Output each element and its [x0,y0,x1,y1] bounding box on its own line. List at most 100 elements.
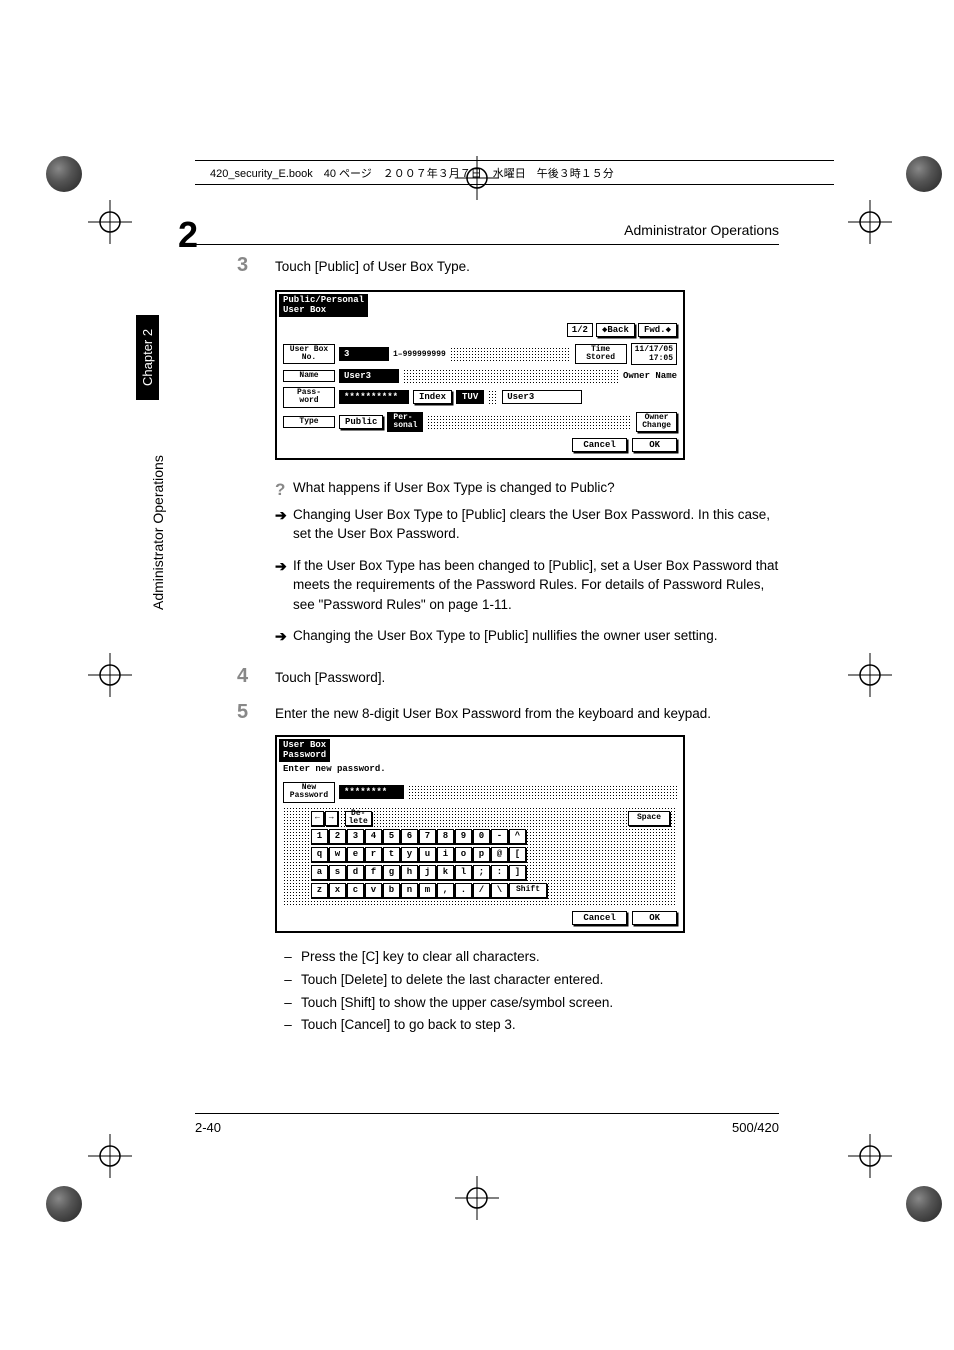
keyboard-key[interactable]: b [383,883,400,898]
password-value: ********** [339,390,409,404]
ok-button[interactable]: OK [632,911,677,925]
keyboard-key[interactable]: 4 [365,829,382,844]
keyboard-key[interactable]: i [437,847,454,862]
dotfill [427,415,632,429]
userbox-no-value: 3 [339,347,389,361]
keyboard-key[interactable]: 3 [347,829,364,844]
keyboard-key[interactable]: t [383,847,400,862]
keyboard-key[interactable]: q [311,847,328,862]
userbox-no-label: User Box No. [283,344,335,365]
cancel-button[interactable]: Cancel [572,911,626,925]
registration-mark [88,1134,132,1178]
keyboard-key[interactable]: p [473,847,490,862]
shift-key[interactable]: Shift [509,883,547,898]
registration-mark [88,200,132,244]
header-rule-bottom [195,184,834,185]
keyboard-key[interactable]: e [347,847,364,862]
new-password-value: ******** [339,785,404,799]
back-button[interactable]: ◆Back [596,323,635,337]
keyboard-key[interactable]: d [347,865,364,880]
page-indicator: 1/2 [567,323,593,337]
bullet-text: Changing the User Box Type to [Public] n… [293,626,779,646]
keyboard-key[interactable]: a [311,865,328,880]
keyboard-key[interactable]: n [401,883,418,898]
keyboard-key[interactable]: l [455,865,472,880]
chapter-tab: Chapter 2 [136,315,159,400]
keyboard-key[interactable]: , [437,883,454,898]
keyboard-row-z: zxcvbnm,./\Shift [289,883,671,898]
type-personal-button[interactable]: Per- sonal [387,412,423,432]
keyboard-key[interactable]: j [419,865,436,880]
keyboard-key[interactable]: h [401,865,418,880]
fwd-button[interactable]: Fwd.◆ [638,323,677,337]
screen-title: User BoxPassword [279,739,330,762]
dotfill [408,785,677,799]
keyboard-key[interactable]: 0 [473,829,490,844]
keyboard-key[interactable]: o [455,847,472,862]
delete-key[interactable]: De- lete [345,811,372,826]
keyboard-key[interactable]: @ [491,847,508,862]
arrow-right-key[interactable]: → [325,811,338,826]
keyboard-key[interactable]: 6 [401,829,418,844]
arrow-icon: ➔ [275,626,293,646]
keyboard-key[interactable]: : [491,865,508,880]
keyboard-key[interactable]: z [311,883,328,898]
owner-change-button[interactable]: Owner Change [636,412,677,432]
registration-mark [455,1176,499,1220]
type-public-button[interactable]: Public [339,415,383,429]
keyboard-key[interactable]: . [455,883,472,898]
keyboard-key[interactable]: k [437,865,454,880]
registration-mark [848,200,892,244]
owner-name-value: User3 [502,390,582,404]
keyboard-key[interactable]: 5 [383,829,400,844]
keyboard-key[interactable]: y [401,847,418,862]
arrow-left-key[interactable]: ← [311,811,324,826]
keyboard-key[interactable]: 8 [437,829,454,844]
dotfill [403,369,619,383]
footer-model: 500/420 [732,1120,779,1135]
note-text: Press the [C] key to clear all character… [301,947,779,968]
keyboard-key[interactable]: s [329,865,346,880]
answer-text: Changing User Box Type to [Public] clear… [293,505,779,544]
keyboard-key[interactable]: 9 [455,829,472,844]
dotfill [488,390,498,404]
index-value: TUV [456,390,484,404]
keyboard-key[interactable]: 1 [311,829,328,844]
keyboard-key[interactable]: x [329,883,346,898]
keyboard-key[interactable]: 2 [329,829,346,844]
keyboard-key[interactable]: ] [509,865,526,880]
bullet-text: If the User Box Type has been changed to… [293,556,779,615]
note-text: Touch [Shift] to show the upper case/sym… [301,993,779,1014]
notes-list: –Press the [C] key to clear all characte… [275,947,779,1037]
keyboard-key[interactable]: v [365,883,382,898]
keyboard-key[interactable]: / [473,883,490,898]
page-footer: 2-40 500/420 [195,1113,779,1135]
password-label: Pass- word [283,387,335,408]
cancel-button[interactable]: Cancel [572,438,626,452]
section-header: Administrator Operations [624,222,779,238]
index-button[interactable]: Index [413,390,452,404]
keyboard-key[interactable]: w [329,847,346,862]
corner-dot [906,156,942,192]
registration-mark [848,653,892,697]
keyboard-key[interactable]: 7 [419,829,436,844]
corner-dot [46,1186,82,1222]
keyboard-row-q: qwertyuiop@[ [289,847,671,862]
keyboard-key[interactable]: - [491,829,508,844]
keyboard-key[interactable]: [ [509,847,526,862]
type-label: Type [283,416,335,428]
keyboard-key[interactable]: f [365,865,382,880]
keyboard-key[interactable]: m [419,883,436,898]
keyboard-key[interactable]: ^ [509,829,526,844]
keyboard-key[interactable]: ; [473,865,490,880]
registration-mark [848,1134,892,1178]
keyboard-key[interactable]: u [419,847,436,862]
keyboard-key[interactable]: \ [491,883,508,898]
keyboard-key[interactable]: g [383,865,400,880]
space-key[interactable]: Space [628,811,670,826]
keyboard-key[interactable]: c [347,883,364,898]
question-text: What happens if User Box Type is changed… [293,478,779,498]
keyboard-key[interactable]: r [365,847,382,862]
userbox-no-range: 1–999999999 [393,350,446,359]
ok-button[interactable]: OK [632,438,677,452]
